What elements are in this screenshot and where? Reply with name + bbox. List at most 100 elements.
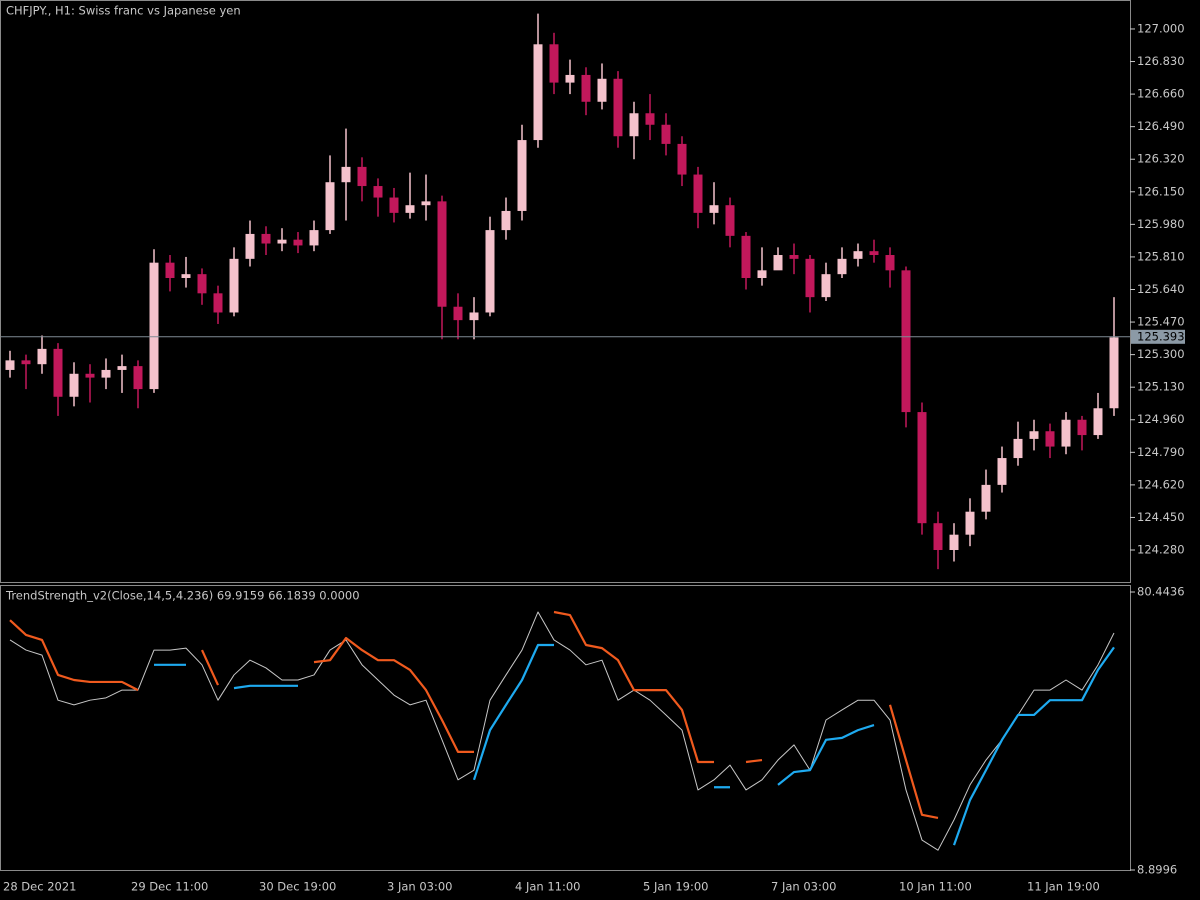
candle-body	[101, 369, 111, 378]
y-tick-label: 124.960	[1137, 412, 1185, 426]
candle-body	[613, 78, 623, 137]
candle-body	[789, 255, 799, 259]
candle-body	[85, 373, 95, 378]
candle-body	[1061, 419, 1071, 447]
candle-body	[53, 348, 63, 397]
candle-body	[661, 124, 671, 144]
price-panel	[0, 0, 1131, 583]
y-tick-label: 127.000	[1137, 21, 1185, 35]
candle-body	[1109, 337, 1119, 409]
candle-body	[229, 258, 239, 313]
candle-body	[965, 511, 975, 535]
candle-body	[485, 230, 495, 313]
candle-body	[149, 262, 159, 390]
candle-body	[517, 140, 527, 211]
candle-body	[933, 523, 943, 551]
y-tick-label: 8.8996	[1137, 863, 1177, 877]
x-tick-label: 3 Jan 03:00	[387, 880, 453, 894]
indicator-title: TrendStrength_v2(Close,14,5,4.236) 69.91…	[5, 589, 360, 603]
y-tick-label: 125.470	[1137, 315, 1185, 329]
y-tick-label: 125.810	[1137, 249, 1185, 263]
x-tick-label: 30 Dec 19:00	[259, 880, 336, 894]
candle-body	[373, 186, 383, 198]
candle-body	[725, 205, 735, 236]
x-tick-label: 7 Jan 03:00	[771, 880, 837, 894]
x-tick-label: 11 Jan 19:00	[1027, 880, 1100, 894]
candle-body	[133, 366, 143, 390]
last-price-label: 125.393	[1137, 329, 1185, 343]
candle-body	[837, 258, 847, 275]
y-tick-label: 80.4436	[1137, 585, 1185, 599]
y-tick-label: 125.980	[1137, 217, 1185, 231]
candle-body	[693, 174, 703, 213]
candle-body	[5, 360, 15, 370]
candle-body	[773, 255, 783, 271]
candle-body	[1045, 431, 1055, 447]
candle-body	[1013, 438, 1023, 459]
candle-body	[869, 251, 879, 256]
y-tick-label: 124.620	[1137, 477, 1185, 491]
y-tick-label: 124.790	[1137, 445, 1185, 459]
candle-body	[117, 366, 127, 370]
candle-body	[309, 230, 319, 246]
candle-body	[709, 205, 719, 213]
x-tick-label: 10 Jan 11:00	[899, 880, 972, 894]
candle-body	[469, 312, 479, 321]
candle-body	[549, 44, 559, 83]
candle-body	[357, 166, 367, 187]
candle-body	[389, 197, 399, 213]
candle-body	[997, 458, 1007, 485]
candle-body	[261, 233, 271, 244]
candle-body	[341, 166, 351, 183]
candle-body	[533, 44, 543, 141]
candle-body	[1093, 408, 1103, 436]
indicator-line	[9, 611, 1115, 851]
candle-body	[213, 293, 223, 313]
y-tick-label: 124.450	[1137, 510, 1185, 524]
chart-title: CHFJPY., H1: Swiss franc vs Japanese yen	[6, 4, 241, 18]
y-tick-label: 126.660	[1137, 87, 1185, 101]
candle-body	[757, 270, 767, 278]
y-tick-label: 124.280	[1137, 543, 1185, 557]
candle-body	[917, 412, 927, 524]
indicator-line	[9, 610, 939, 820]
last-price-box	[1131, 329, 1185, 344]
candle-body	[645, 113, 655, 125]
candle-body	[949, 534, 959, 551]
y-tick-label: 125.640	[1137, 282, 1185, 296]
candle-body	[1029, 431, 1039, 439]
candle-body	[197, 274, 207, 294]
candle-body	[597, 78, 607, 102]
candle-body	[821, 274, 831, 298]
candle-body	[629, 113, 639, 137]
candle-body	[293, 239, 303, 246]
candle-body	[581, 74, 591, 102]
candle-body	[677, 143, 687, 175]
candle-body	[165, 262, 175, 278]
candle-body	[453, 306, 463, 321]
candle-body	[885, 255, 895, 271]
candle-body	[245, 233, 255, 259]
candle-body	[69, 373, 79, 397]
candle-body	[501, 210, 511, 231]
candle-body	[37, 348, 47, 365]
candle-body	[741, 235, 751, 278]
y-tick-label: 125.300	[1137, 347, 1185, 361]
x-tick-label: 28 Dec 2021	[3, 880, 76, 894]
candle-body	[981, 484, 991, 512]
candle-body	[325, 182, 335, 231]
candle-body	[181, 274, 191, 278]
x-tick-label: 29 Dec 11:00	[131, 880, 208, 894]
x-tick-label: 5 Jan 19:00	[643, 880, 709, 894]
candle-body	[421, 201, 431, 206]
y-tick-label: 126.830	[1137, 54, 1185, 68]
candle-body	[805, 258, 815, 298]
indicator-panel	[0, 585, 1131, 871]
y-tick-label: 126.490	[1137, 119, 1185, 133]
candle-body	[853, 251, 863, 259]
indicator-line	[154, 643, 1115, 846]
candle-body	[437, 201, 447, 307]
